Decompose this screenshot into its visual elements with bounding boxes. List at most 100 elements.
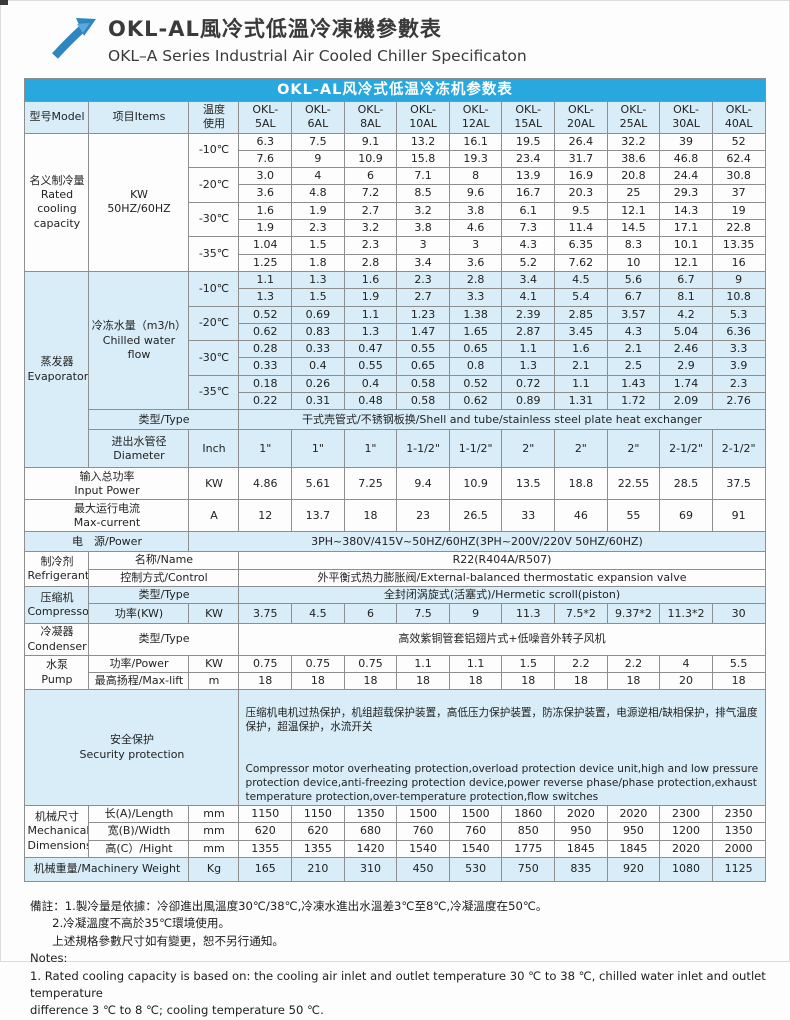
value-cell: 3.6 <box>238 184 293 203</box>
chilled-water-flow-label-cell: 冷冻水量（m3/h） Chilled water flow <box>88 270 190 411</box>
value-cell: 0.8 <box>448 357 503 376</box>
value-cell: 1.6 <box>238 201 293 221</box>
value-cell: 0.72 <box>501 374 556 394</box>
value-cell: 18 <box>606 672 661 691</box>
refrigerant-label-cell: 制冷剂 Refrigerant <box>24 551 90 587</box>
value-cell: 2.7 <box>396 288 450 307</box>
security-text-en: Compressor motor overheating protection,… <box>245 762 759 803</box>
value-cell: 7.1 <box>396 167 450 186</box>
value-cell: 2.87 <box>501 322 556 342</box>
value-cell: 0.47 <box>343 340 398 359</box>
refrigerant-name-label-cell: 名称/Name <box>88 551 240 570</box>
value-cell: 5.3 <box>711 305 766 324</box>
value-cell: 8.1 <box>659 288 713 307</box>
footnote-line: Notes: <box>30 951 68 966</box>
value-cell: 0.52 <box>448 374 503 394</box>
value-cell: 2020 <box>606 805 661 824</box>
value-cell: 9 <box>711 270 766 290</box>
value-cell: 3.8 <box>396 219 450 238</box>
value-cell: 20.8 <box>606 167 661 186</box>
value-cell: 39 <box>659 132 713 151</box>
compressor-power-unit-cell: KW <box>188 603 240 625</box>
value-cell: 0.22 <box>238 392 293 411</box>
header-temp: 温度 使用 <box>188 101 240 134</box>
value-cell: 0.83 <box>291 322 345 342</box>
value-cell: 30.8 <box>711 167 766 186</box>
power-supply-label-cell: 电 源/Power <box>24 531 190 553</box>
dimension-height-row: 高(C）/Hight mm 1355 1355 1420 1540 1540 1775 18… <box>25 839 766 858</box>
length-unit-cell: mm <box>188 805 240 824</box>
value-cell: 1125 <box>711 856 766 882</box>
value-cell: 3.57 <box>606 305 661 324</box>
value-cell: 2.39 <box>501 305 556 324</box>
value-cell: 2020 <box>554 805 608 824</box>
cooling-row-20c-60hz: 3.6 4.8 7.2 8.5 9.6 16.7 20.3 25 29.3 37 <box>25 184 766 203</box>
value-cell: 1.9 <box>343 288 398 307</box>
value-cell: 1860 <box>501 805 556 824</box>
value-cell: 18.8 <box>554 467 608 501</box>
value-cell: 1350 <box>711 822 766 841</box>
value-cell: 1350 <box>343 805 398 824</box>
temp-cell: -35℃ <box>188 236 240 272</box>
value-cell: 19.5 <box>501 132 556 151</box>
value-cell: 8 <box>448 167 503 186</box>
value-cell: 3.3 <box>448 288 503 307</box>
value-cell: 5.04 <box>659 322 713 342</box>
value-cell: 2.85 <box>554 305 608 324</box>
dimension-width-row: 宽(B)/Width mm 620 620 680 760 760 850 950 950 12… <box>25 822 766 841</box>
value-cell: 0.55 <box>396 340 450 359</box>
value-cell: 37 <box>711 184 766 203</box>
value-cell: 620 <box>291 822 345 841</box>
value-cell: 210 <box>291 856 345 882</box>
value-cell: 1.31 <box>554 392 608 411</box>
value-cell: 4.5 <box>291 603 345 625</box>
title-block: OKL-AL風冷式低溫冷凍機參數表 OKL–A Series Industria… <box>108 13 527 65</box>
condenser-label-cell: 冷凝器 Condenser <box>24 623 90 656</box>
security-label-cell: 安全保护 Security protection <box>24 689 240 807</box>
value-cell: 5.5 <box>711 654 766 674</box>
pump-power-unit-cell: KW <box>188 654 240 674</box>
value-cell: 2.2 <box>554 654 608 674</box>
value-cell: 1.43 <box>606 374 661 394</box>
value-cell: 1.04 <box>238 236 293 255</box>
value-cell: 2300 <box>659 805 713 824</box>
value-cell: 17.1 <box>659 219 713 238</box>
refrigerant-control-value-cell: 外平衡式热力膨胀阀/External-balanced thermostatic… <box>238 568 766 587</box>
value-cell: 18 <box>396 672 450 691</box>
refrigerant-name-value-cell: R22(R404A/R507) <box>238 551 766 570</box>
value-cell: 3.6 <box>448 253 503 272</box>
length-label-cell: 长(A)/Length <box>88 805 190 824</box>
value-cell: 620 <box>238 822 293 841</box>
value-cell: 7.5*2 <box>554 603 608 625</box>
value-cell: 3.75 <box>238 603 293 625</box>
value-cell: 2.7 <box>343 201 398 221</box>
condenser-row: 冷凝器 Condenser 类型/Type 高效紫铜管套铝翅片式+低噪音外转子风… <box>24 623 766 656</box>
diameter-label-cell: 进出水管径 Diameter <box>88 429 190 469</box>
power-supply-row: 电 源/Power 3PH~380V/415V~50HZ/60HZ(3PH~20… <box>24 531 766 553</box>
value-cell: 8.3 <box>606 236 661 255</box>
value-cell: 1.3 <box>238 288 293 307</box>
evap-row-35c-50hz: -35℃ 0.18 0.26 0.4 0.58 0.52 0.72 1.1 1.43 1.74 2… <box>25 374 766 411</box>
value-cell: 2.9 <box>659 357 713 376</box>
value-cell: 0.69 <box>291 305 345 324</box>
value-cell: 530 <box>448 856 503 882</box>
value-cell: 0.62 <box>448 392 503 411</box>
value-cell: 14.3 <box>659 201 713 221</box>
evap-row-10c-50hz: 蒸发器 Evaporator 冷冻水量（m3/h） Chilled water … <box>24 270 766 469</box>
value-cell: 1500 <box>448 805 503 824</box>
input-power-label-cell: 输入总功率 Input Power <box>24 467 190 501</box>
value-cell: 23 <box>396 499 450 533</box>
value-cell: 7.6 <box>238 149 293 169</box>
value-cell: 1.47 <box>396 322 450 342</box>
table-title-row: OKL-AL风冷式低温冷冻机参数表 <box>24 78 766 102</box>
value-cell: 20.3 <box>554 184 608 203</box>
page-title-en: OKL–A Series Industrial Air Cooled Chill… <box>108 47 527 65</box>
value-cell: 1-1/2" <box>396 429 450 469</box>
value-cell: 0.65 <box>396 357 450 376</box>
value-cell: 760 <box>448 822 503 841</box>
footnote-line: 備註：1.製冷量是依據：冷卻進出風溫度30℃/38℃,冷凍水進出水溫差3℃至8℃… <box>30 898 548 913</box>
value-cell: 0.31 <box>291 392 345 411</box>
header-model: 型号Model <box>24 101 90 134</box>
value-cell: 1.65 <box>448 322 503 342</box>
weight-label-cell: 机械重量/Machinery Weight <box>24 856 190 882</box>
